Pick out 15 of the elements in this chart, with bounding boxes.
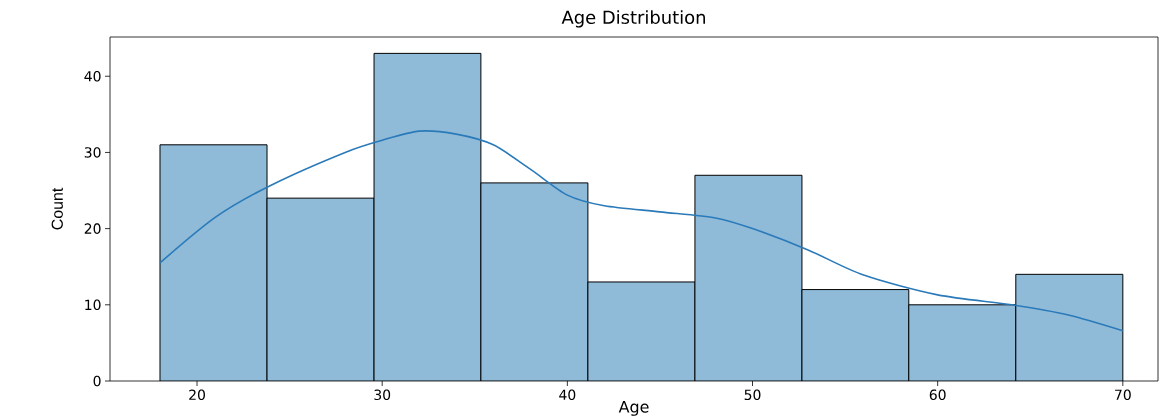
y-tick-label: 40 — [84, 70, 101, 82]
x-tick-label: 60 — [929, 389, 946, 401]
x-tick-label: 20 — [189, 389, 205, 401]
x-axis-title: Age — [618, 400, 649, 416]
x-tick-label: 50 — [744, 389, 761, 401]
y-axis-title: Count — [51, 187, 63, 230]
y-tick-label: 30 — [84, 147, 101, 158]
x-tick-label: 30 — [374, 389, 391, 401]
chart-title: Age Distribution — [561, 10, 705, 28]
line-series — [159, 130, 1124, 332]
x-tick-label: 40 — [559, 389, 576, 401]
y-tick-label: 20 — [84, 223, 101, 234]
x-tick-label: 70 — [1115, 389, 1131, 401]
y-tick-label: 0 — [93, 375, 101, 387]
y-tick-label: 10 — [85, 299, 101, 311]
